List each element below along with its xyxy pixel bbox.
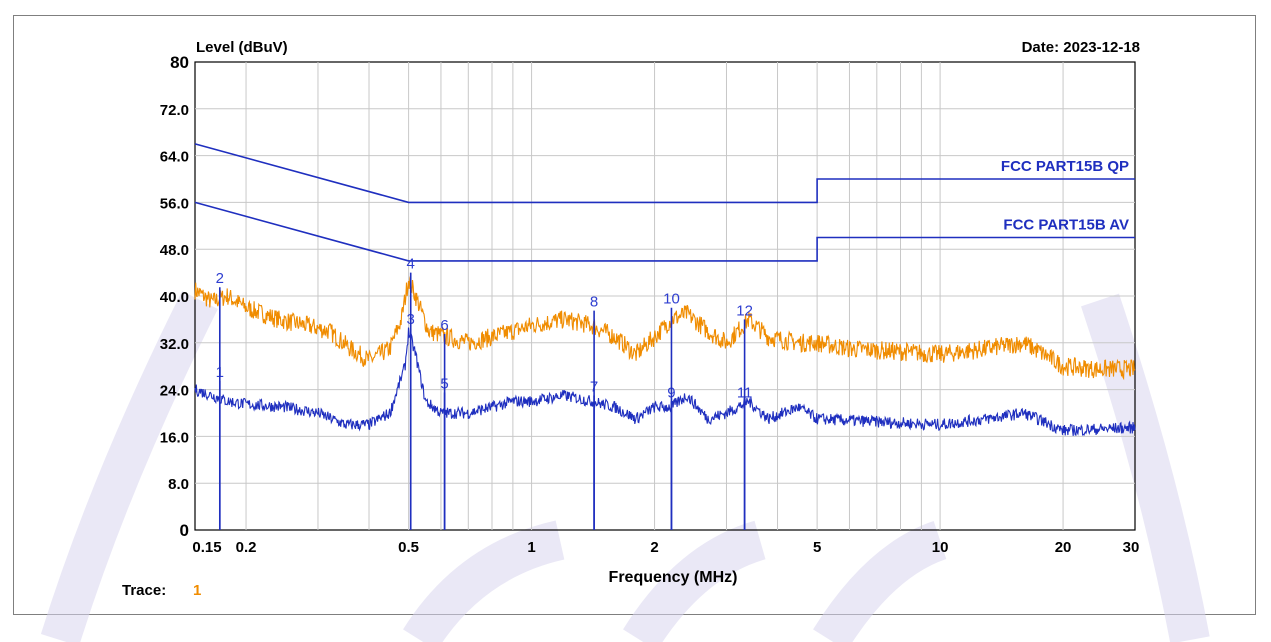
y-tick-label: 48.0 [160,242,189,259]
markers: 123456789101112 [216,256,753,530]
x-tick-label: 0.5 [398,539,419,556]
series-lines [194,275,1136,437]
series-line-2 [194,327,1136,437]
y-tick-label: 32.0 [160,336,189,353]
x-tick-label: 0.2 [236,539,257,556]
date-label: Date: 2023-12-18 [1022,39,1140,56]
y-tick-label: 40.0 [160,289,189,306]
x-tick-label: 20 [1055,539,1072,556]
trace-label: Trace: [122,582,166,599]
x-tick-label: 0.15 [192,539,221,556]
y-tick-label: 64.0 [160,149,189,166]
x-tick-label: 10 [932,539,949,556]
marker-label-10: 10 [663,291,680,308]
x-tick-label: 1 [527,539,535,556]
x-tick-label: 5 [813,539,821,556]
y-axis-label: Level (dBuV) [196,39,288,56]
marker-label-6: 6 [440,317,448,334]
marker-label-8: 8 [590,294,598,311]
limit-line-label: FCC PART15B AV [1003,217,1129,234]
y-tick-label: 24.0 [160,383,189,400]
limit-line-av [194,201,1135,262]
marker-label-4: 4 [407,256,415,273]
marker-label-12: 12 [736,302,753,319]
y-tick-label: 56.0 [160,195,189,212]
series-line-1 [194,275,1136,381]
marker-label-2: 2 [216,270,224,287]
y-tick-label: 0 [180,521,189,540]
x-tick-label: 2 [650,539,658,556]
limit-lines: FCC PART15B QP FCC PART15B AV [194,143,1135,262]
y-tick-label: 8.0 [168,476,189,493]
y-tick-label: 72.0 [160,102,189,119]
limit-line-qp [194,143,1135,204]
y-tick-label: 16.0 [160,429,189,446]
limit-line-label: FCC PART15B QP [1001,158,1129,175]
x-axis-label: Frequency (MHz) [609,569,738,586]
trace-value: 1 [193,582,201,599]
y-tick-label: 80 [170,53,189,72]
tick-labels: 0 8.0 16.0 24.0 32.0 40.0 48.0 56.0 64.0 72.0 80 0.… [160,53,1140,556]
x-tick-label: 30 [1123,539,1140,556]
